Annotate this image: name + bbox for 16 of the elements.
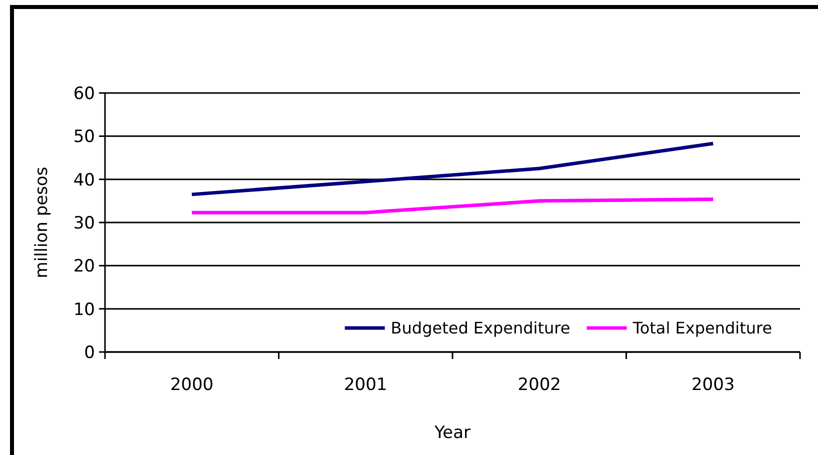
legend-label: Total Expenditure — [632, 318, 772, 338]
y-tick-label: 30 — [73, 213, 95, 234]
x-axis-title: Year — [434, 423, 471, 443]
y-axis-title: million pesos — [32, 166, 52, 278]
legend-label: Budgeted Expenditure — [390, 318, 570, 338]
x-tick-label: 2003 — [691, 375, 735, 395]
y-tick-label: 20 — [73, 256, 95, 277]
x-tick-label: 2002 — [518, 375, 562, 395]
y-tick-label: 50 — [73, 127, 95, 148]
line-series — [190, 142, 715, 196]
y-tick-label: 60 — [73, 84, 95, 104]
x-tick-label: 2000 — [170, 375, 214, 395]
y-tick-label: 10 — [73, 300, 95, 320]
y-tick-label: 0 — [84, 342, 95, 363]
y-tick-label: 40 — [73, 170, 95, 190]
x-tick-label: 2001 — [344, 375, 388, 395]
